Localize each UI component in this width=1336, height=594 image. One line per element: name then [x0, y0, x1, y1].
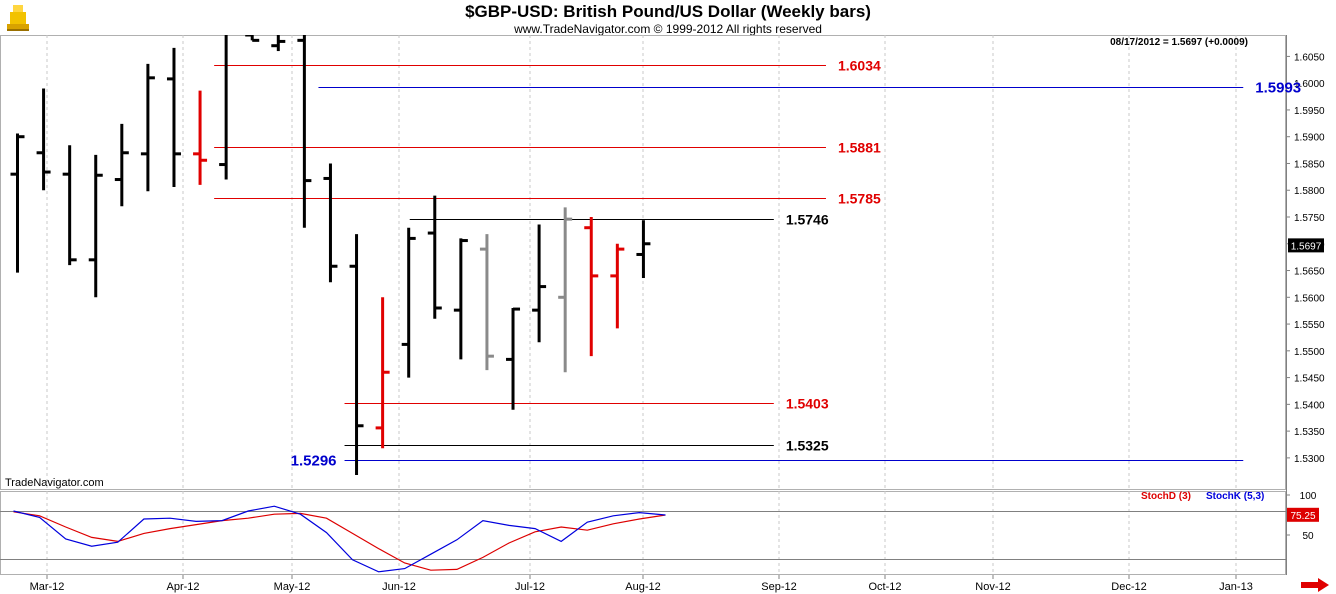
ohlc-bar — [558, 207, 573, 373]
level-label: 1.5881 — [838, 140, 881, 156]
indicator-last-value-label: 75.25 — [1290, 511, 1315, 522]
x-tick-label: Mar-12 — [30, 581, 65, 593]
level-label: 1.5296 — [291, 453, 337, 470]
x-tick-label: Aug-12 — [625, 581, 660, 593]
ohlc-bar — [140, 63, 155, 192]
level-label: 1.5403 — [786, 396, 829, 412]
x-tick-label: Nov-12 — [975, 581, 1010, 593]
y-tick-label: 1.5900 — [1294, 133, 1325, 144]
ohlc-bar — [193, 90, 208, 185]
y-tick-label: 1.5300 — [1294, 454, 1325, 465]
y-tick-label: 1.5850 — [1294, 159, 1325, 170]
x-tick-label: Apr-12 — [166, 581, 199, 593]
x-tick-label: Sep-12 — [761, 581, 796, 593]
ohlc-bar — [479, 234, 494, 371]
y-tick-label: 1.6050 — [1294, 52, 1325, 63]
last-price-label: 1.5697 — [1291, 241, 1322, 252]
ohlc-bar — [323, 163, 338, 283]
indicator-y-tick-label: 50 — [1302, 531, 1314, 542]
ohlc-bar — [453, 238, 468, 360]
x-tick-label: Jan-13 — [1219, 581, 1253, 593]
y-tick-label: 1.5750 — [1294, 213, 1325, 224]
ohlc-bar — [375, 297, 390, 449]
ohlc-bar — [532, 224, 547, 343]
ohlc-bar — [584, 217, 599, 357]
y-tick-label: 1.5800 — [1294, 186, 1325, 197]
x-tick-label: Jun-12 — [382, 581, 416, 593]
level-label: 1.5325 — [786, 438, 829, 454]
level-label: 1.6034 — [838, 58, 881, 74]
trade-navigator-logo-icon — [7, 5, 29, 31]
level-label: 1.5993 — [1255, 80, 1301, 97]
level-lines — [214, 65, 1244, 461]
ohlc-bar — [349, 234, 364, 476]
y-tick-label: 1.5600 — [1294, 293, 1325, 304]
indicator-last-value-box — [1287, 507, 1319, 522]
stochd-line — [13, 511, 666, 571]
ohlc-bar — [114, 123, 129, 207]
ohlc-bars — [10, 35, 651, 476]
x-tick-label: Oct-12 — [868, 581, 901, 593]
stochk-legend-label: StochK (5,3) — [1206, 491, 1265, 502]
stochd-legend-label: StochD (3) — [1141, 491, 1191, 502]
ohlc-bar — [401, 227, 416, 378]
y-tick-label: 1.5400 — [1294, 400, 1325, 411]
ohlc-bar — [506, 307, 521, 410]
y-tick-label: 1.6000 — [1294, 79, 1325, 90]
chart-title: $GBP-USD: British Pound/US Dollar (Weekl… — [465, 2, 871, 21]
y-tick-label: 1.5500 — [1294, 347, 1325, 358]
x-tick-label: Dec-12 — [1111, 581, 1146, 593]
ohlc-bar — [427, 195, 442, 319]
x-tick-label: Jul-12 — [515, 581, 545, 593]
ohlc-bar — [271, 35, 286, 52]
ohlc-bar — [219, 35, 228, 180]
ohlc-bar — [297, 35, 312, 228]
ohlc-bar — [610, 243, 625, 329]
level-label: 1.5785 — [838, 191, 881, 207]
last-price-box — [1288, 238, 1324, 253]
ohlc-bar — [636, 220, 651, 279]
ohlc-bar — [62, 145, 77, 266]
ohlc-bar — [166, 47, 181, 188]
ohlc-bar — [88, 154, 103, 298]
scroll-right-arrow-icon[interactable] — [1300, 578, 1330, 592]
indicator-y-tick-label: 100 — [1300, 491, 1317, 502]
y-tick-label: 1.5350 — [1294, 427, 1325, 438]
y-tick-label: 1.5650 — [1294, 267, 1325, 278]
y-tick-label: 1.5450 — [1294, 374, 1325, 385]
chart-source-label: TradeNavigator.com — [5, 477, 104, 489]
y-tick-label: 1.5550 — [1294, 320, 1325, 331]
y-tick-label: 1.5950 — [1294, 106, 1325, 117]
last-quote: 08/17/2012 = 1.5697 (+0.0009) — [1110, 37, 1248, 48]
x-tick-label: May-12 — [274, 581, 311, 593]
ohlc-bar — [10, 133, 25, 273]
level-label: 1.5746 — [786, 212, 829, 228]
ohlc-bar — [36, 88, 51, 191]
chart-subtitle: www.TradeNavigator.com © 1999-2012 All r… — [514, 22, 822, 36]
stochk-line — [13, 505, 666, 573]
ohlc-bar — [245, 35, 260, 42]
